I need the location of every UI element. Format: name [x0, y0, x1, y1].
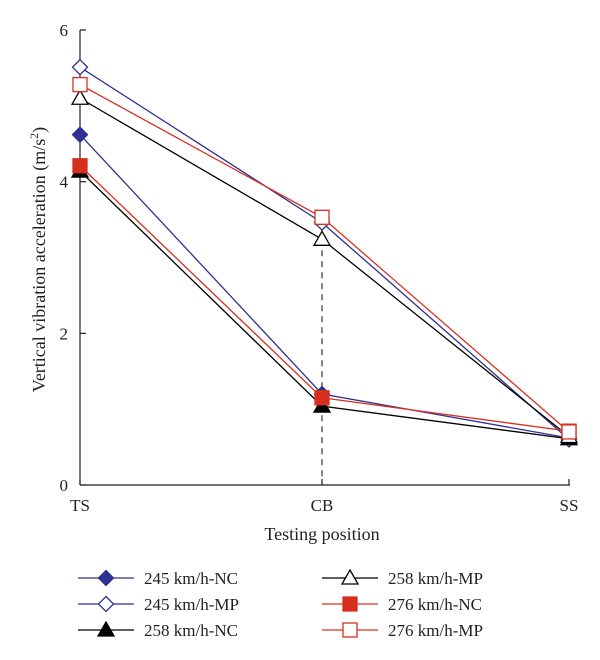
- legend-label: 276 km/h-MP: [388, 621, 483, 640]
- legend-marker: [340, 568, 360, 585]
- legend-label: 258 km/h-MP: [388, 569, 483, 588]
- legend-item: 258 km/h-NC: [78, 620, 238, 640]
- series-layer: [70, 58, 579, 485]
- y-tick-label: 6: [60, 21, 69, 40]
- y-tick-label: 4: [60, 173, 69, 192]
- data-point: [561, 424, 577, 440]
- y-axis-title-main: Vertical vibration acceleration (m/s: [29, 139, 50, 392]
- x-tick-label: TS: [70, 496, 90, 515]
- data-point: [70, 88, 90, 105]
- legend: 245 km/h-NC 245 km/h-MP 258 km/h-NC 258 km/…: [78, 568, 483, 640]
- x-tick-label: SS: [560, 496, 579, 515]
- x-axis-title: Testing position: [264, 524, 379, 544]
- legend-marker: [342, 622, 358, 638]
- legend-label: 258 km/h-NC: [144, 621, 238, 640]
- data-point: [71, 58, 89, 76]
- legend-item: 276 km/h-NC: [322, 595, 482, 614]
- legend-label: 245 km/h-MP: [144, 595, 239, 614]
- data-point: [312, 229, 332, 246]
- legend-label: 245 km/h-NC: [144, 569, 238, 588]
- y-axis-title-superscript: 2: [27, 133, 41, 139]
- legend-item: 276 km/h-MP: [322, 621, 483, 640]
- data-point: [314, 390, 330, 406]
- series-5: [72, 158, 577, 439]
- legend-item: 245 km/h-MP: [78, 595, 239, 614]
- legend-label: 276 km/h-NC: [388, 595, 482, 614]
- legend-marker: [342, 596, 358, 612]
- data-point: [314, 209, 330, 225]
- legend-item: 245 km/h-NC: [78, 569, 238, 588]
- y-tick-label: 2: [60, 324, 69, 343]
- y-tick-label: 0: [60, 476, 69, 495]
- data-point: [72, 76, 88, 93]
- series-line: [79, 66, 570, 440]
- y-axis-title-tail: ): [29, 127, 50, 133]
- legend-marker: [97, 569, 115, 587]
- legend-item: 258 km/h-MP: [322, 568, 483, 588]
- axes: 0 2 4 6 TS CB SS: [60, 21, 579, 515]
- series-line: [79, 84, 570, 433]
- legend-marker: [97, 595, 115, 613]
- x-tick-label: CB: [311, 496, 334, 515]
- y-axis-title: Vertical vibration acceleration (m/s2): [27, 127, 50, 392]
- legend-marker: [96, 620, 116, 637]
- data-point: [71, 126, 89, 144]
- data-point: [72, 158, 88, 174]
- series-line: [79, 97, 570, 437]
- series-6: [72, 76, 577, 440]
